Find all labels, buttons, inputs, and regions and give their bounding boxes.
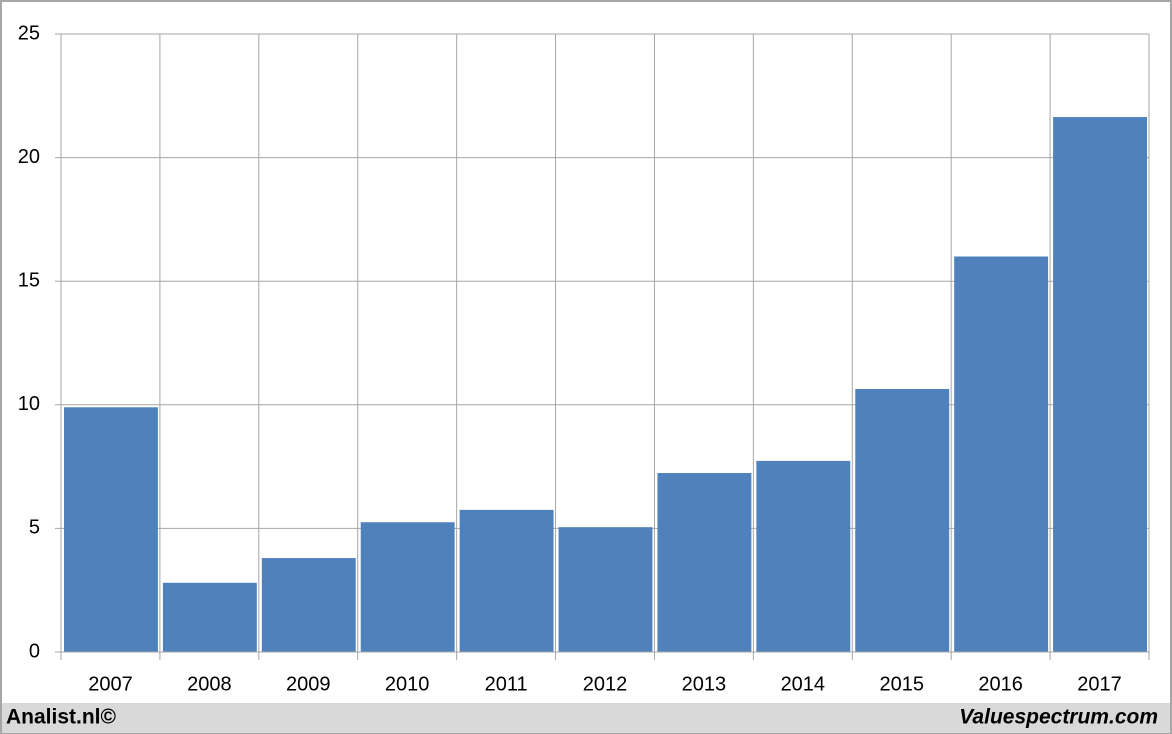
x-tick-label: 2007	[88, 673, 133, 695]
y-tick-label: 20	[18, 146, 40, 168]
footer-left: Analist.nl©	[6, 706, 117, 729]
x-tick-label: 2009	[286, 673, 331, 695]
bar	[1053, 117, 1147, 652]
bar	[64, 407, 158, 652]
bar	[360, 522, 455, 652]
x-tick-label: 2014	[781, 673, 826, 695]
x-tick-label: 2011	[485, 673, 528, 695]
y-tick-label: 5	[29, 517, 40, 539]
x-tick-label: 2012	[583, 673, 628, 695]
bar	[558, 527, 653, 652]
footer-right: Valuespectrum.com	[959, 706, 1158, 729]
x-tick-label: 2016	[978, 673, 1023, 695]
y-tick-label: 15	[18, 269, 40, 291]
bar	[855, 388, 950, 652]
bar	[954, 256, 1049, 652]
x-tick-label: 2017	[1077, 673, 1122, 695]
x-tick-label: 2008	[187, 673, 232, 695]
footer-bar	[2, 703, 1170, 733]
y-tick-label: 10	[18, 393, 40, 415]
bar	[162, 582, 257, 652]
y-tick-label: 0	[29, 640, 40, 662]
y-tick-label: 25	[18, 22, 40, 44]
x-tick-label: 2013	[682, 673, 727, 695]
x-tick-label: 2010	[385, 673, 430, 695]
bar	[261, 558, 356, 652]
bar	[459, 509, 554, 652]
x-tick-label: 2015	[879, 673, 924, 695]
bar	[756, 460, 851, 652]
bar	[657, 473, 752, 652]
